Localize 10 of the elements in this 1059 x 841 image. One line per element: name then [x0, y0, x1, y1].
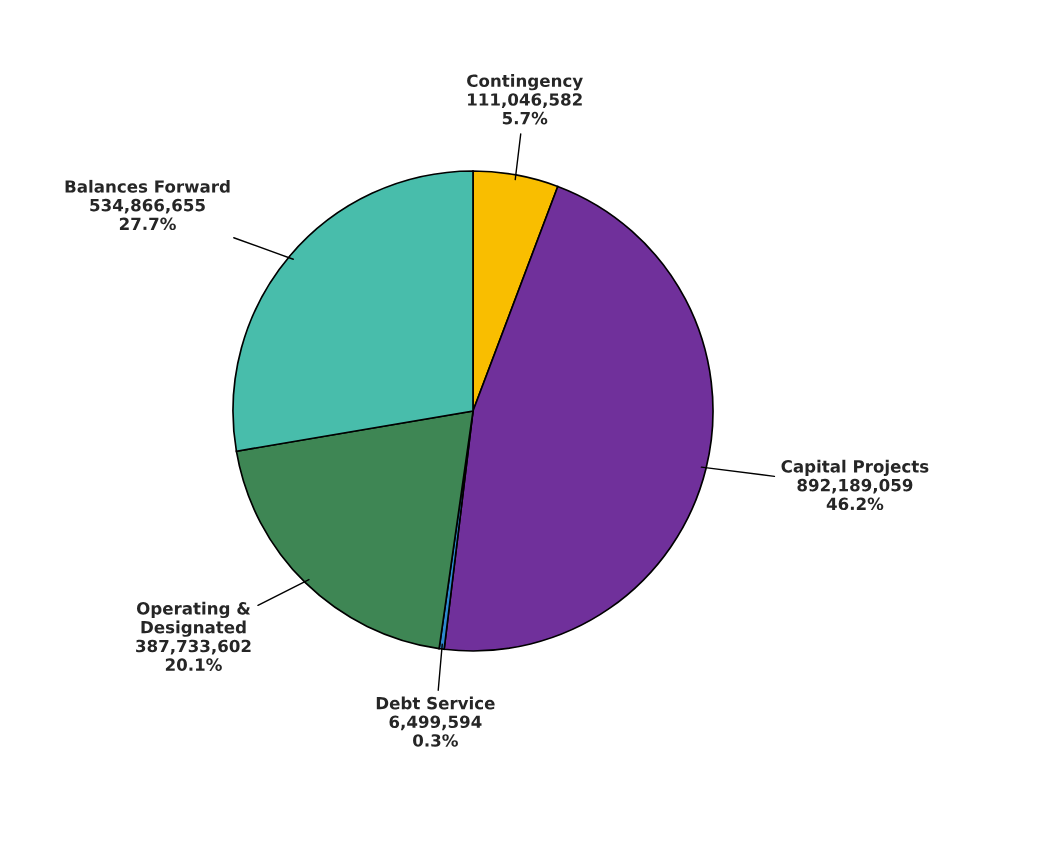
data-label: 534,866,655 27.7%	[90, 198, 205, 231]
slice-label: Operating & Designated	[136, 601, 251, 637]
data-label: 111,046,582 5.7%	[468, 93, 582, 125]
data-label: 6,499,594 0.3%	[389, 715, 482, 747]
slice-label: Contingency	[467, 74, 583, 91]
slice-label: Capital Projects	[781, 459, 929, 477]
data-label: 892,189,059 46.2%	[797, 478, 913, 511]
slice-label: Debt Service	[376, 696, 495, 710]
slice-label: Balances Forward	[65, 179, 230, 193]
data-label: 387,733,602 20.1%	[136, 639, 251, 671]
